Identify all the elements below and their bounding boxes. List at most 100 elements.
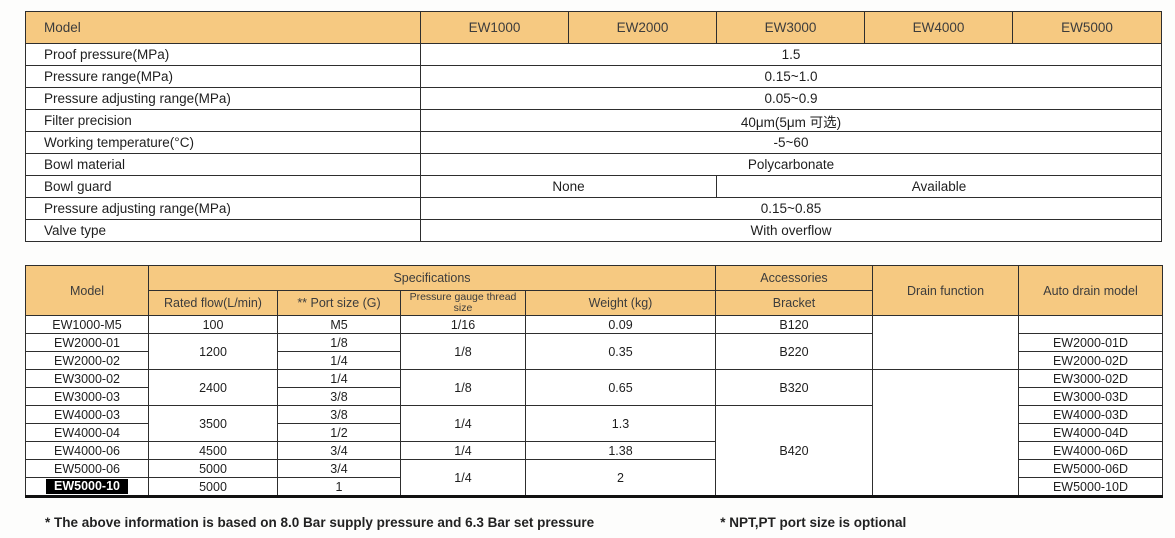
auto-drain-cell — [1018, 315, 1163, 334]
model-cell: EW4000-03 — [25, 405, 149, 424]
row-label: Valve type — [25, 219, 421, 242]
port-size-cell: 3/4 — [277, 441, 401, 460]
weight-cell: 1.38 — [525, 441, 716, 460]
table-row-working-temperature: Working temperature(°C) -5~60 — [25, 131, 1162, 154]
table-row-valve-type: Valve type With overflow — [25, 219, 1162, 242]
row-label: Bowl material — [25, 153, 421, 176]
port-size-cell: 3/8 — [277, 405, 401, 424]
rated-flow-cell: 2400 — [148, 369, 278, 406]
auto-drain-cell: EW5000-10D — [1018, 477, 1163, 497]
port-size-cell: 1/8 — [277, 333, 401, 352]
table-row-ew4000-03: EW4000-03 3500 3/8 1/4 1.3 B420 EW4000-0… — [25, 405, 1163, 497]
table-row-proof-pressure: Proof pressure(MPa) 1.5 — [25, 43, 1162, 66]
model-cell: EW4000-06 — [25, 441, 149, 460]
model-cell: EW2000-01 — [25, 333, 149, 352]
model-cell: EW3000-03 — [25, 387, 149, 406]
rated-flow-cell: 5000 — [148, 477, 278, 497]
port-size-cell: 3/4 — [277, 459, 401, 478]
drain-function-header: Drain function — [872, 265, 1019, 316]
col-header-ew5000: EW5000 — [1012, 11, 1162, 44]
row-value: 0.15~0.85 — [420, 197, 1162, 220]
gauge-thread-cell: 1/4 — [400, 441, 526, 460]
bracket-header: Bracket — [715, 290, 873, 316]
weight-cell: 0.35 — [525, 333, 716, 370]
gauge-thread-cell: 1/8 — [400, 333, 526, 370]
auto-drain-cell: EW3000-02D — [1018, 369, 1163, 388]
port-size-cell: M5 — [277, 315, 401, 334]
bracket-cell: B120 — [715, 315, 873, 334]
auto-drain-model-header: Auto drain model — [1018, 265, 1163, 316]
general-spec-header-row: Model EW1000 EW2000 EW3000 EW4000 EW5000 — [25, 11, 1162, 44]
auto-drain-cell: EW4000-03D — [1018, 405, 1163, 424]
model-header: Model — [25, 11, 421, 44]
table-row-ew5000-06: EW5000-06 5000 3/4 1/4 2 EW5000-06D — [25, 459, 1163, 497]
highlighted-model-badge: EW5000-10 — [45, 479, 128, 494]
weight-cell: 1.3 — [525, 405, 716, 442]
row-label: Filter precision — [25, 109, 421, 132]
table-row-bowl-material: Bowl material Polycarbonate — [25, 153, 1162, 176]
col-header-ew3000: EW3000 — [716, 11, 865, 44]
table-row-ew4000-04: EW4000-04 1/2 EW4000-04D — [25, 423, 1163, 442]
row-value: -5~60 — [420, 131, 1162, 154]
table-row-ew1000-m5: EW1000-M5 100 M5 1/16 0.09 B120 — [25, 315, 1163, 370]
gauge-thread-cell: 1/4 — [400, 459, 526, 497]
general-spec-table: Model EW1000 EW2000 EW3000 EW4000 EW5000… — [25, 11, 1162, 242]
auto-drain-cell: EW2000-02D — [1018, 351, 1163, 370]
model-spec-table: Model Specifications Accessories Drain f… — [25, 265, 1163, 498]
table-row-pressure-adjusting-range: Pressure adjusting range(MPa) 0.05~0.9 — [25, 87, 1162, 110]
gauge-thread-cell: 1/16 — [400, 315, 526, 334]
table-row-bowl-guard: Bowl guard None Available — [25, 175, 1162, 198]
port-size-cell: 1/4 — [277, 351, 401, 370]
table-row-pressure-range: Pressure range(MPa) 0.15~1.0 — [25, 65, 1162, 88]
model-cell: EW2000-02 — [25, 351, 149, 370]
row-label: Proof pressure(MPa) — [25, 43, 421, 66]
bracket-cell: B320 — [715, 369, 873, 406]
table-row-ew2000-02: EW2000-02 1/4 EW2000-02D — [25, 351, 1163, 370]
rated-flow-header: Rated flow(L/min) — [148, 290, 278, 316]
row-value: With overflow — [420, 219, 1162, 242]
rated-flow-cell: 4500 — [148, 441, 278, 460]
port-size-cell: 1/4 — [277, 369, 401, 388]
model-header: Model — [25, 265, 149, 316]
model-spec-header-row-1: Model Specifications Accessories Drain f… — [25, 265, 1163, 316]
table-row-ew3000-02: EW3000-02 2400 1/4 1/8 0.65 B320 EW3000-… — [25, 369, 1163, 497]
port-size-cell: 1/2 — [277, 423, 401, 442]
weight-cell: 0.65 — [525, 369, 716, 406]
col-header-ew2000: EW2000 — [568, 11, 717, 44]
port-size-cell: 3/8 — [277, 387, 401, 406]
bowl-guard-none-cell: None — [420, 175, 717, 198]
row-value: 1.5 — [420, 43, 1162, 66]
table-row-pressure-adjusting-range-2: Pressure adjusting range(MPa) 0.15~0.85 — [25, 197, 1162, 220]
rated-flow-cell: 1200 — [148, 333, 278, 370]
auto-drain-cell: EW3000-03D — [1018, 387, 1163, 406]
footnote-port-size: * NPT,PT port size is optional — [720, 515, 907, 530]
weight-header: Weight (kg) — [525, 290, 716, 316]
port-size-cell: 1 — [277, 477, 401, 497]
bracket-cell: B420 — [715, 405, 873, 497]
weight-cell: 0.09 — [525, 315, 716, 334]
model-cell: EW4000-04 — [25, 423, 149, 442]
rated-flow-cell: 5000 — [148, 459, 278, 478]
footnotes: * The above information is based on 8.0 … — [25, 515, 1175, 530]
row-label: Working temperature(°C) — [25, 131, 421, 154]
row-value: Polycarbonate — [420, 153, 1162, 176]
accessories-header: Accessories — [715, 265, 873, 291]
bowl-guard-available-cell: Available — [716, 175, 1162, 198]
model-cell-highlighted: EW5000-10 — [25, 477, 149, 497]
rated-flow-cell: 3500 — [148, 405, 278, 442]
table-row-ew3000-03: EW3000-03 3/8 EW3000-03D — [25, 387, 1163, 406]
row-value: 40μm(5μm 可选) — [420, 109, 1162, 132]
drain-function-cell — [872, 369, 1019, 497]
table-row-ew5000-10: EW5000-10 5000 1 EW5000-10D — [25, 477, 1163, 497]
row-label: Pressure adjusting range(MPa) — [25, 197, 421, 220]
auto-drain-cell: EW2000-01D — [1018, 333, 1163, 352]
col-header-ew4000: EW4000 — [864, 11, 1013, 44]
footnote-supply-pressure: * The above information is based on 8.0 … — [45, 515, 595, 530]
gauge-thread-header: Pressure gauge thread size — [400, 290, 526, 316]
table-row-ew2000-01: EW2000-01 1200 1/8 1/8 0.35 B220 EW2000-… — [25, 333, 1163, 370]
row-value: 0.05~0.9 — [420, 87, 1162, 110]
model-cell: EW5000-06 — [25, 459, 149, 478]
table-row-filter-precision: Filter precision 40μm(5μm 可选) — [25, 109, 1162, 132]
model-cell: EW3000-02 — [25, 369, 149, 388]
